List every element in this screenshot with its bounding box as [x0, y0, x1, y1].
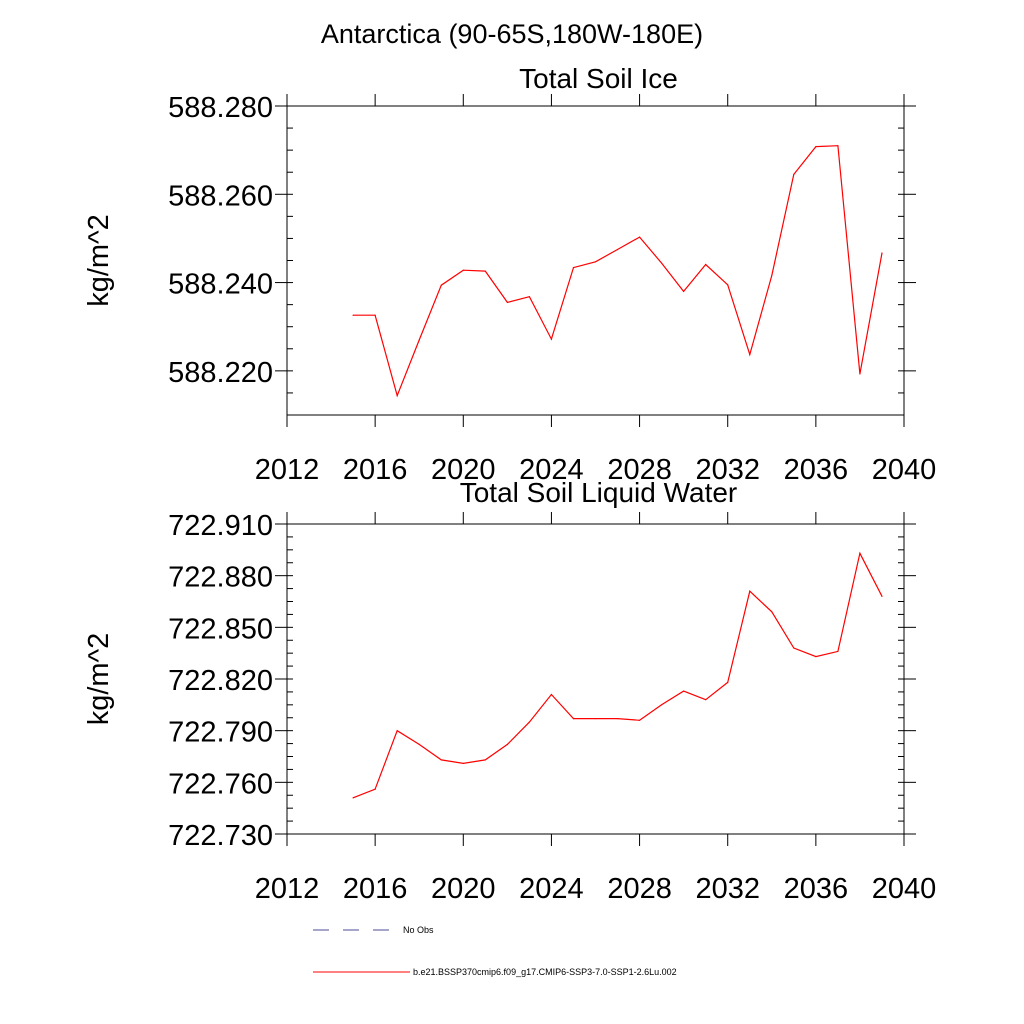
x-tick-label: 2016 [343, 454, 408, 486]
y-tick-label: 722.850 [168, 613, 273, 645]
x-tick-label: 2020 [431, 873, 496, 905]
data-point [881, 252, 883, 254]
data-point [749, 590, 751, 592]
plot-frame [286, 523, 905, 835]
data-point [727, 284, 729, 286]
data-point [616, 718, 619, 720]
y-tick-label: 588.240 [168, 269, 273, 301]
y-tick-label: 722.730 [168, 820, 273, 852]
legend-label-model: b.e21.BSSP370cmip6.f09_g17.CMIP6-SSP3-7.… [413, 967, 677, 977]
x-tick-label: 2040 [872, 454, 937, 486]
data-point [352, 314, 354, 316]
data-point [881, 595, 883, 597]
y-tick-label: 722.910 [168, 510, 273, 542]
panel-total-soil-ice: Total Soil Ice kg/m^2 2012 2016 2020 2024 2028… [83, 63, 936, 486]
data-point [484, 270, 486, 272]
data-point [352, 797, 354, 799]
panel-title: Total Soil Liquid Water [460, 477, 738, 508]
series-line [352, 551, 883, 799]
y-tick-label: 588.220 [168, 357, 273, 389]
data-point [396, 730, 398, 732]
y-tick-label: 722.790 [168, 717, 273, 749]
data-point [594, 261, 597, 263]
data-point [440, 284, 442, 286]
y-tick-label: 722.760 [168, 768, 273, 800]
data-point [374, 314, 376, 316]
x-tick-label: 2032 [695, 873, 760, 905]
panel-total-soil-liquid-water: Total Soil Liquid Water kg/m^2 2012 2016 202… [83, 477, 936, 905]
x-tick-label: 2036 [784, 454, 849, 486]
data-point [396, 394, 398, 397]
data-point [815, 656, 817, 658]
x-tick-label: 2024 [519, 454, 584, 486]
data-point [705, 699, 707, 701]
x-tick-label: 2040 [872, 873, 937, 905]
data-point [550, 693, 553, 696]
y-tick-label: 722.880 [168, 562, 273, 594]
data-point [683, 290, 685, 292]
data-point [506, 743, 508, 746]
data-point [418, 339, 420, 341]
data-point [616, 248, 619, 251]
x-tick-label: 2020 [431, 454, 496, 486]
data-point [661, 262, 663, 264]
x-tick-label: 2028 [607, 454, 672, 486]
y-tick-label: 588.260 [168, 180, 273, 212]
y-tick-label: 588.280 [168, 92, 273, 124]
data-point [683, 690, 685, 692]
data-point [594, 718, 597, 720]
legend-label-no-obs: No Obs [403, 925, 434, 935]
data-point [440, 759, 442, 761]
data-point [418, 743, 420, 746]
data-point [727, 681, 729, 684]
x-tick-label: 2016 [343, 873, 408, 905]
data-point [484, 759, 486, 761]
legend: No Obs b.e21.BSSP370cmip6.f09_g17.CMIP6-… [313, 925, 677, 977]
data-point [638, 236, 641, 238]
data-point [528, 296, 530, 298]
data-point [550, 338, 553, 340]
x-tick-label: 2028 [607, 873, 672, 905]
data-point [771, 611, 773, 613]
y-axis-label: kg/m^2 [83, 633, 115, 726]
data-point [837, 145, 839, 147]
data-point [749, 353, 751, 356]
data-point [638, 719, 641, 721]
data-point [572, 718, 575, 720]
data-point [661, 704, 663, 706]
data-point [859, 552, 861, 554]
data-point [837, 650, 839, 653]
y-axis-label: kg/m^2 [83, 214, 115, 307]
data-point [572, 266, 575, 269]
data-point [771, 274, 773, 277]
x-tick-label: 2032 [695, 454, 760, 486]
data-point [859, 373, 861, 375]
data-point [462, 269, 464, 271]
x-tick-label: 2024 [519, 873, 584, 905]
panel-title: Total Soil Ice [519, 63, 678, 94]
figure-title: Antarctica (90-65S,180W-180E) [321, 19, 703, 49]
data-point [528, 721, 530, 723]
y-tick-label: 722.820 [168, 665, 273, 697]
x-tick-label: 2012 [255, 454, 320, 486]
data-point [506, 301, 508, 304]
data-point [793, 173, 795, 176]
data-point [815, 146, 817, 148]
data-point [374, 788, 376, 790]
data-point [793, 647, 795, 649]
series-line [353, 145, 883, 398]
x-tick-label: 2036 [784, 873, 849, 905]
data-point [462, 762, 464, 764]
x-tick-label: 2012 [255, 873, 320, 905]
data-point [705, 263, 707, 266]
